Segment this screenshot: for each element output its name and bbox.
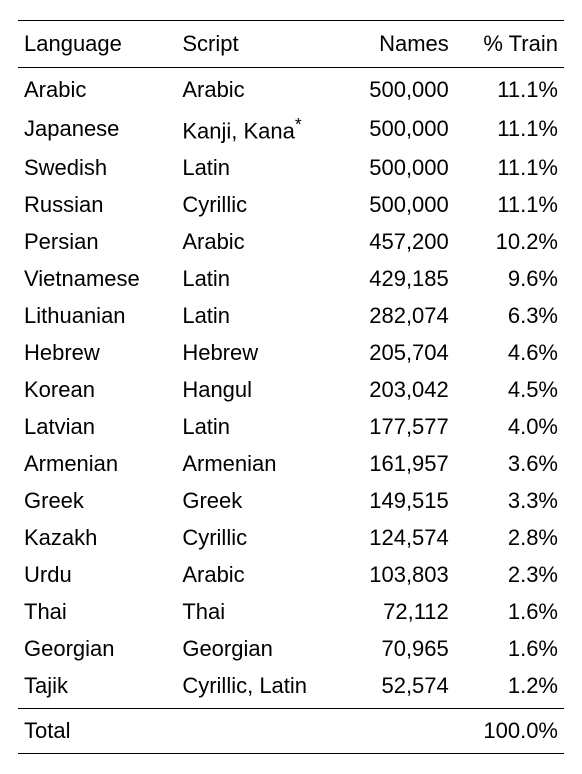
table-row: SwedishLatin500,00011.1% bbox=[18, 150, 564, 187]
cell-script: Greek bbox=[176, 483, 334, 520]
cell-script: Armenian bbox=[176, 446, 334, 483]
cell-script: Latin bbox=[176, 150, 334, 187]
cell-pct: 6.3% bbox=[455, 298, 564, 335]
cell-script: Georgian bbox=[176, 631, 334, 668]
table-row: RussianCyrillic500,00011.1% bbox=[18, 187, 564, 224]
cell-pct: 11.1% bbox=[455, 150, 564, 187]
table-row: HebrewHebrew205,7044.6% bbox=[18, 335, 564, 372]
cell-pct: 4.5% bbox=[455, 372, 564, 409]
cell-names: 124,574 bbox=[335, 520, 455, 557]
cell-language: Lithuanian bbox=[18, 298, 176, 335]
cell-language: Urdu bbox=[18, 557, 176, 594]
cell-names: 103,803 bbox=[335, 557, 455, 594]
table-row: VietnameseLatin429,1859.6% bbox=[18, 261, 564, 298]
table-row: TajikCyrillic, Latin52,5741.2% bbox=[18, 668, 564, 709]
cell-names: 177,577 bbox=[335, 409, 455, 446]
table-row: GeorgianGeorgian70,9651.6% bbox=[18, 631, 564, 668]
table-row: UrduArabic103,8032.3% bbox=[18, 557, 564, 594]
cell-script: Arabic bbox=[176, 224, 334, 261]
cell-pct: 1.2% bbox=[455, 668, 564, 709]
cell-script: Latin bbox=[176, 261, 334, 298]
cell-script: Kanji, Kana* bbox=[176, 109, 334, 150]
cell-language: Swedish bbox=[18, 150, 176, 187]
cell-script: Arabic bbox=[176, 68, 334, 109]
cell-script: Cyrillic bbox=[176, 520, 334, 557]
cell-pct: 4.6% bbox=[455, 335, 564, 372]
table-row: LithuanianLatin282,0746.3% bbox=[18, 298, 564, 335]
total-label: Total bbox=[18, 709, 176, 754]
col-language: Language bbox=[18, 21, 176, 68]
cell-script: Arabic bbox=[176, 557, 334, 594]
cell-language: Greek bbox=[18, 483, 176, 520]
cell-language: Kazakh bbox=[18, 520, 176, 557]
cell-names: 500,000 bbox=[335, 187, 455, 224]
cell-language: Russian bbox=[18, 187, 176, 224]
cell-pct: 1.6% bbox=[455, 594, 564, 631]
cell-script: Latin bbox=[176, 409, 334, 446]
cell-script: Thai bbox=[176, 594, 334, 631]
cell-pct: 11.1% bbox=[455, 109, 564, 150]
table-row: PersianArabic457,20010.2% bbox=[18, 224, 564, 261]
cell-pct: 9.6% bbox=[455, 261, 564, 298]
cell-pct: 11.1% bbox=[455, 187, 564, 224]
table-header-row: Language Script Names % Train bbox=[18, 21, 564, 68]
cell-script: Hebrew bbox=[176, 335, 334, 372]
cell-language: Japanese bbox=[18, 109, 176, 150]
cell-pct: 4.0% bbox=[455, 409, 564, 446]
cell-language: Tajik bbox=[18, 668, 176, 709]
cell-script: Latin bbox=[176, 298, 334, 335]
cell-names: 205,704 bbox=[335, 335, 455, 372]
cell-pct: 11.1% bbox=[455, 68, 564, 109]
cell-pct: 3.6% bbox=[455, 446, 564, 483]
table-row: LatvianLatin177,5774.0% bbox=[18, 409, 564, 446]
table-total-row: Total 100.0% bbox=[18, 709, 564, 754]
table-row: KoreanHangul203,0424.5% bbox=[18, 372, 564, 409]
cell-names: 457,200 bbox=[335, 224, 455, 261]
cell-language: Persian bbox=[18, 224, 176, 261]
cell-names: 429,185 bbox=[335, 261, 455, 298]
cell-names: 203,042 bbox=[335, 372, 455, 409]
cell-pct: 10.2% bbox=[455, 224, 564, 261]
cell-pct: 3.3% bbox=[455, 483, 564, 520]
col-names: Names bbox=[335, 21, 455, 68]
cell-language: Thai bbox=[18, 594, 176, 631]
cell-pct: 2.8% bbox=[455, 520, 564, 557]
language-stats-table: Language Script Names % Train ArabicArab… bbox=[18, 20, 564, 754]
cell-names: 70,965 bbox=[335, 631, 455, 668]
cell-script: Cyrillic bbox=[176, 187, 334, 224]
table-row: ArabicArabic500,00011.1% bbox=[18, 68, 564, 109]
cell-script: Cyrillic, Latin bbox=[176, 668, 334, 709]
table-row: KazakhCyrillic124,5742.8% bbox=[18, 520, 564, 557]
cell-names: 52,574 bbox=[335, 668, 455, 709]
cell-script: Hangul bbox=[176, 372, 334, 409]
cell-names: 500,000 bbox=[335, 150, 455, 187]
cell-language: Vietnamese bbox=[18, 261, 176, 298]
cell-names: 72,112 bbox=[335, 594, 455, 631]
cell-language: Georgian bbox=[18, 631, 176, 668]
cell-names: 500,000 bbox=[335, 109, 455, 150]
cell-names: 282,074 bbox=[335, 298, 455, 335]
table-row: ThaiThai72,1121.6% bbox=[18, 594, 564, 631]
cell-language: Arabic bbox=[18, 68, 176, 109]
table-row: ArmenianArmenian161,9573.6% bbox=[18, 446, 564, 483]
cell-language: Armenian bbox=[18, 446, 176, 483]
cell-language: Latvian bbox=[18, 409, 176, 446]
table-row: GreekGreek149,5153.3% bbox=[18, 483, 564, 520]
cell-names: 500,000 bbox=[335, 68, 455, 109]
col-script: Script bbox=[176, 21, 334, 68]
cell-names: 149,515 bbox=[335, 483, 455, 520]
cell-language: Hebrew bbox=[18, 335, 176, 372]
table-row: JapaneseKanji, Kana*500,00011.1% bbox=[18, 109, 564, 150]
cell-pct: 2.3% bbox=[455, 557, 564, 594]
cell-pct: 1.6% bbox=[455, 631, 564, 668]
footnote-marker: * bbox=[295, 114, 302, 134]
cell-language: Korean bbox=[18, 372, 176, 409]
cell-names: 161,957 bbox=[335, 446, 455, 483]
col-pct: % Train bbox=[455, 21, 564, 68]
total-pct: 100.0% bbox=[455, 709, 564, 754]
table-body: ArabicArabic500,00011.1%JapaneseKanji, K… bbox=[18, 68, 564, 709]
